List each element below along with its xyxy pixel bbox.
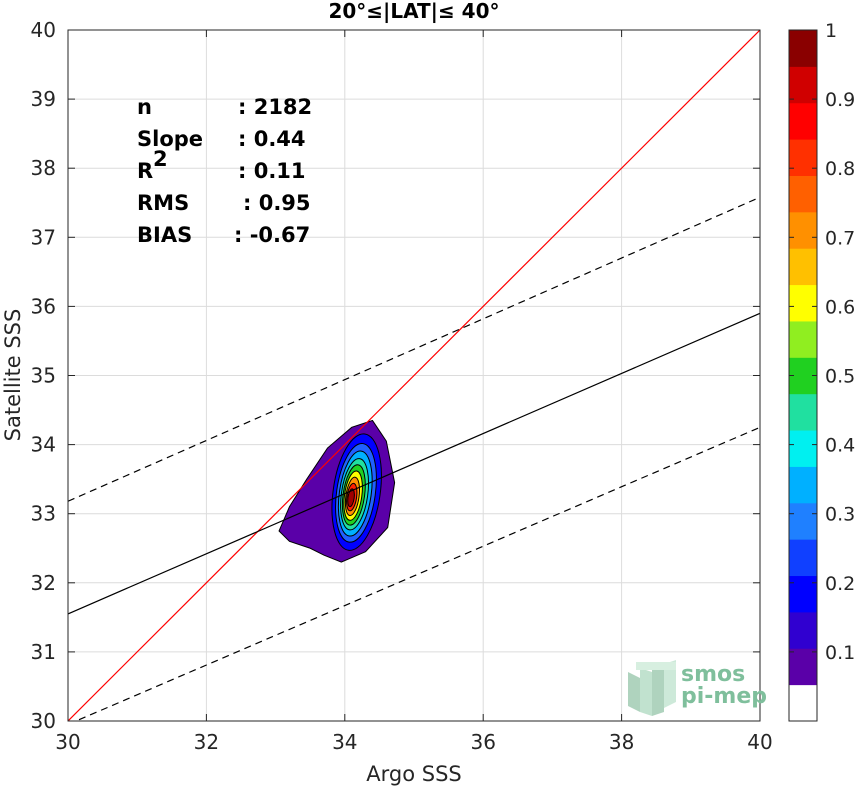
stat-value-n: : 2182 xyxy=(238,95,312,119)
stat-value-rms: : 0.95 xyxy=(243,191,311,215)
colorbar-tick-label: 0.3 xyxy=(825,504,855,526)
x-tick-label: 38 xyxy=(609,730,634,754)
stat-value-r: : 0.11 xyxy=(238,159,306,183)
identity-line xyxy=(68,30,760,721)
y-tick-label: 34 xyxy=(31,433,56,457)
upper-bound-line xyxy=(68,196,760,502)
x-tick-label: 36 xyxy=(470,730,495,754)
colorbar-segment xyxy=(789,139,817,176)
statistics-box: n : 2182 Slope : 0.44 R 2 : 0.11 RMS : 0.95 BIAS:… xyxy=(137,95,312,247)
y-tick-label: 31 xyxy=(31,640,56,664)
y-tick-label: 32 xyxy=(31,571,56,595)
y-tick-label: 36 xyxy=(31,294,56,318)
colorbar-tick-label: 0.2 xyxy=(825,573,855,595)
y-axis-ticks: 30 31 32 33 34 35 36 37 38 39 40 xyxy=(31,18,760,733)
colorbar-ticks: 0.1 0.2 0.3 0.4 0.5 0.6 0.7 0.8 0.9 1 xyxy=(789,20,855,664)
colorbar-tick-label: 1 xyxy=(825,20,837,42)
y-tick-label: 33 xyxy=(31,502,56,526)
colorbar-tick-label: 0.4 xyxy=(825,435,855,457)
y-tick-label: 37 xyxy=(31,225,56,249)
stat-label-rms: RMS xyxy=(137,191,189,215)
stat-label-superscript: 2 xyxy=(153,147,168,171)
lower-bound-line xyxy=(74,426,760,721)
colorbar xyxy=(789,30,817,722)
colorbar-segment xyxy=(789,102,817,140)
y-tick-label: 30 xyxy=(31,709,56,733)
stat-value-slope: : 0.44 xyxy=(238,127,306,151)
colorbar-tick-label: 0.9 xyxy=(825,89,855,111)
x-axis-ticks: 30 32 34 36 38 40 xyxy=(55,30,773,754)
y-tick-label: 39 xyxy=(31,87,56,111)
colorbar-tick-label: 0.1 xyxy=(825,642,855,664)
x-tick-label: 40 xyxy=(747,730,772,754)
colorbar-tick-label: 0.5 xyxy=(825,366,855,388)
logo-text-smos: smos xyxy=(681,662,745,687)
x-axis-label: Argo SSS xyxy=(366,762,461,786)
colorbar-segment xyxy=(789,539,817,577)
reference-lines xyxy=(68,30,760,721)
colorbar-segment xyxy=(789,30,817,67)
y-tick-label: 40 xyxy=(31,18,56,42)
stat-label-slope: Slope xyxy=(137,127,203,151)
colorbar-segment xyxy=(789,248,817,286)
smos-pi-mep-logo: smos pi-mep xyxy=(628,660,767,716)
logo-mark xyxy=(628,660,676,716)
colorbar-segment xyxy=(789,611,817,649)
colorbar-tick-label: 0.7 xyxy=(825,227,855,249)
chart-title: 20°≤|LAT|≤ 40° xyxy=(328,0,499,23)
x-tick-label: 30 xyxy=(55,730,80,754)
colorbar-segment xyxy=(789,393,817,431)
colorbar-segment xyxy=(789,502,817,540)
colorbar-segment xyxy=(789,66,817,104)
colorbar-segment xyxy=(789,211,817,249)
regression-line xyxy=(68,312,760,615)
colorbar-segment xyxy=(789,320,817,358)
colorbar-segment xyxy=(789,575,817,613)
colorbar-segment xyxy=(789,648,817,686)
colorbar-segment xyxy=(789,684,817,722)
stat-value-bias: : -0.67 xyxy=(234,223,310,247)
logo-text-pi-mep: pi-mep xyxy=(681,684,767,709)
stat-label-bias: BIAS xyxy=(137,223,192,247)
colorbar-tick-label: 0.6 xyxy=(825,296,855,318)
y-tick-label: 38 xyxy=(31,156,56,180)
x-tick-label: 32 xyxy=(194,730,219,754)
y-tick-label: 35 xyxy=(31,364,56,388)
contour-level-10 xyxy=(347,488,355,508)
stat-label-n: n xyxy=(137,95,152,119)
x-tick-label: 34 xyxy=(332,730,357,754)
y-axis-label: Satellite SSS xyxy=(1,309,25,442)
colorbar-segment xyxy=(789,284,817,322)
colorbar-segment xyxy=(789,175,817,213)
colorbar-tick-label: 0.8 xyxy=(825,158,855,180)
stat-label-r: R xyxy=(137,159,153,183)
colorbar-segment xyxy=(789,466,817,504)
density-contours xyxy=(278,419,396,563)
grid xyxy=(67,29,761,722)
colorbar-segment xyxy=(789,430,817,467)
